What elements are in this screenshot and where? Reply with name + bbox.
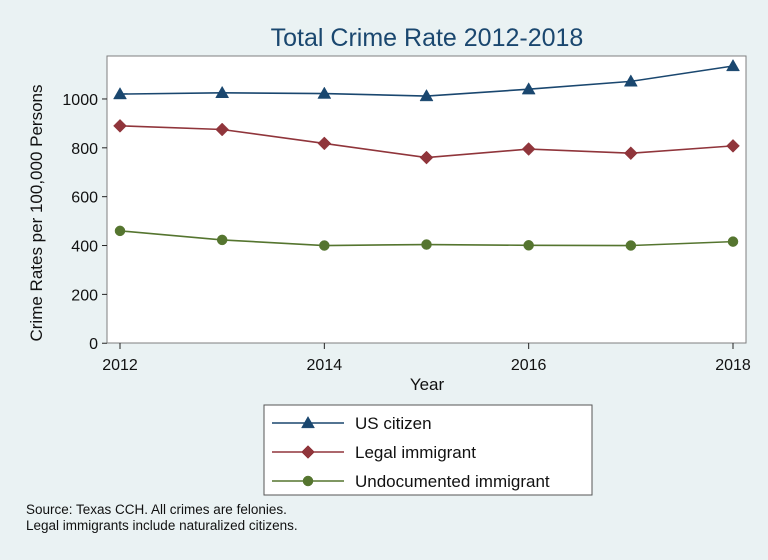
x-axis-title: Year bbox=[410, 375, 445, 394]
y-tick-label: 1000 bbox=[62, 92, 98, 109]
y-tick-label: 0 bbox=[89, 336, 98, 353]
legend-entry: US citizen bbox=[272, 414, 432, 433]
note-line: Source: Texas CCH. All crimes are feloni… bbox=[26, 502, 287, 517]
series-diamond bbox=[113, 118, 740, 165]
x-tick-label: 2016 bbox=[511, 357, 547, 374]
y-tick-label: 200 bbox=[71, 287, 98, 304]
x-tick-label: 2014 bbox=[307, 357, 343, 374]
series-triangle bbox=[113, 58, 740, 102]
data-point bbox=[623, 146, 638, 161]
series-layer bbox=[113, 58, 740, 251]
data-point bbox=[215, 85, 230, 98]
data-point bbox=[215, 122, 230, 137]
legend-marker bbox=[302, 475, 314, 487]
y-axis: 0 200 400 600 800 1000 bbox=[62, 92, 107, 353]
data-point bbox=[727, 236, 739, 247]
data-point bbox=[521, 82, 536, 95]
data-point bbox=[114, 225, 126, 237]
data-point bbox=[523, 240, 534, 251]
y-axis-title: Crime Rates per 100,000 Persons bbox=[27, 84, 46, 341]
legend-entry: Undocumented immigrant bbox=[272, 472, 550, 491]
series-circle bbox=[114, 225, 739, 251]
data-point bbox=[419, 89, 434, 102]
legend-label: Undocumented immigrant bbox=[355, 472, 550, 491]
data-point bbox=[319, 240, 330, 251]
plot-area bbox=[106, 55, 747, 344]
y-tick-label: 600 bbox=[71, 190, 98, 207]
data-point bbox=[113, 118, 127, 133]
legend-marker bbox=[301, 445, 315, 459]
legend-marker bbox=[301, 415, 315, 429]
data-point bbox=[726, 139, 740, 153]
note-line: Legal immigrants include naturalized cit… bbox=[26, 518, 298, 533]
data-point bbox=[216, 234, 228, 246]
legend-entries: US citizen Legal immigrant Undocumented im… bbox=[272, 414, 550, 491]
data-point bbox=[625, 240, 637, 251]
data-point bbox=[317, 86, 332, 99]
data-point bbox=[317, 136, 332, 151]
y-tick-label: 400 bbox=[71, 239, 98, 256]
chart-title: Total Crime Rate 2012-2018 bbox=[271, 24, 584, 52]
data-point bbox=[421, 239, 432, 250]
legend bbox=[263, 404, 593, 496]
legend-label: Legal immigrant bbox=[355, 443, 476, 462]
x-tick-label: 2018 bbox=[715, 357, 751, 374]
x-axis: 2012 2014 2016 2018 bbox=[102, 343, 751, 374]
chart-notes: Source: Texas CCH. All crimes are feloni… bbox=[26, 502, 298, 533]
x-tick-label: 2012 bbox=[102, 357, 138, 374]
data-point bbox=[521, 142, 536, 156]
legend-entry: Legal immigrant bbox=[272, 443, 476, 462]
data-point bbox=[113, 87, 127, 100]
data-point bbox=[726, 58, 740, 72]
y-tick-label: 800 bbox=[71, 141, 98, 158]
legend-label: US citizen bbox=[355, 414, 432, 433]
data-point bbox=[623, 74, 638, 87]
data-point bbox=[419, 150, 434, 165]
